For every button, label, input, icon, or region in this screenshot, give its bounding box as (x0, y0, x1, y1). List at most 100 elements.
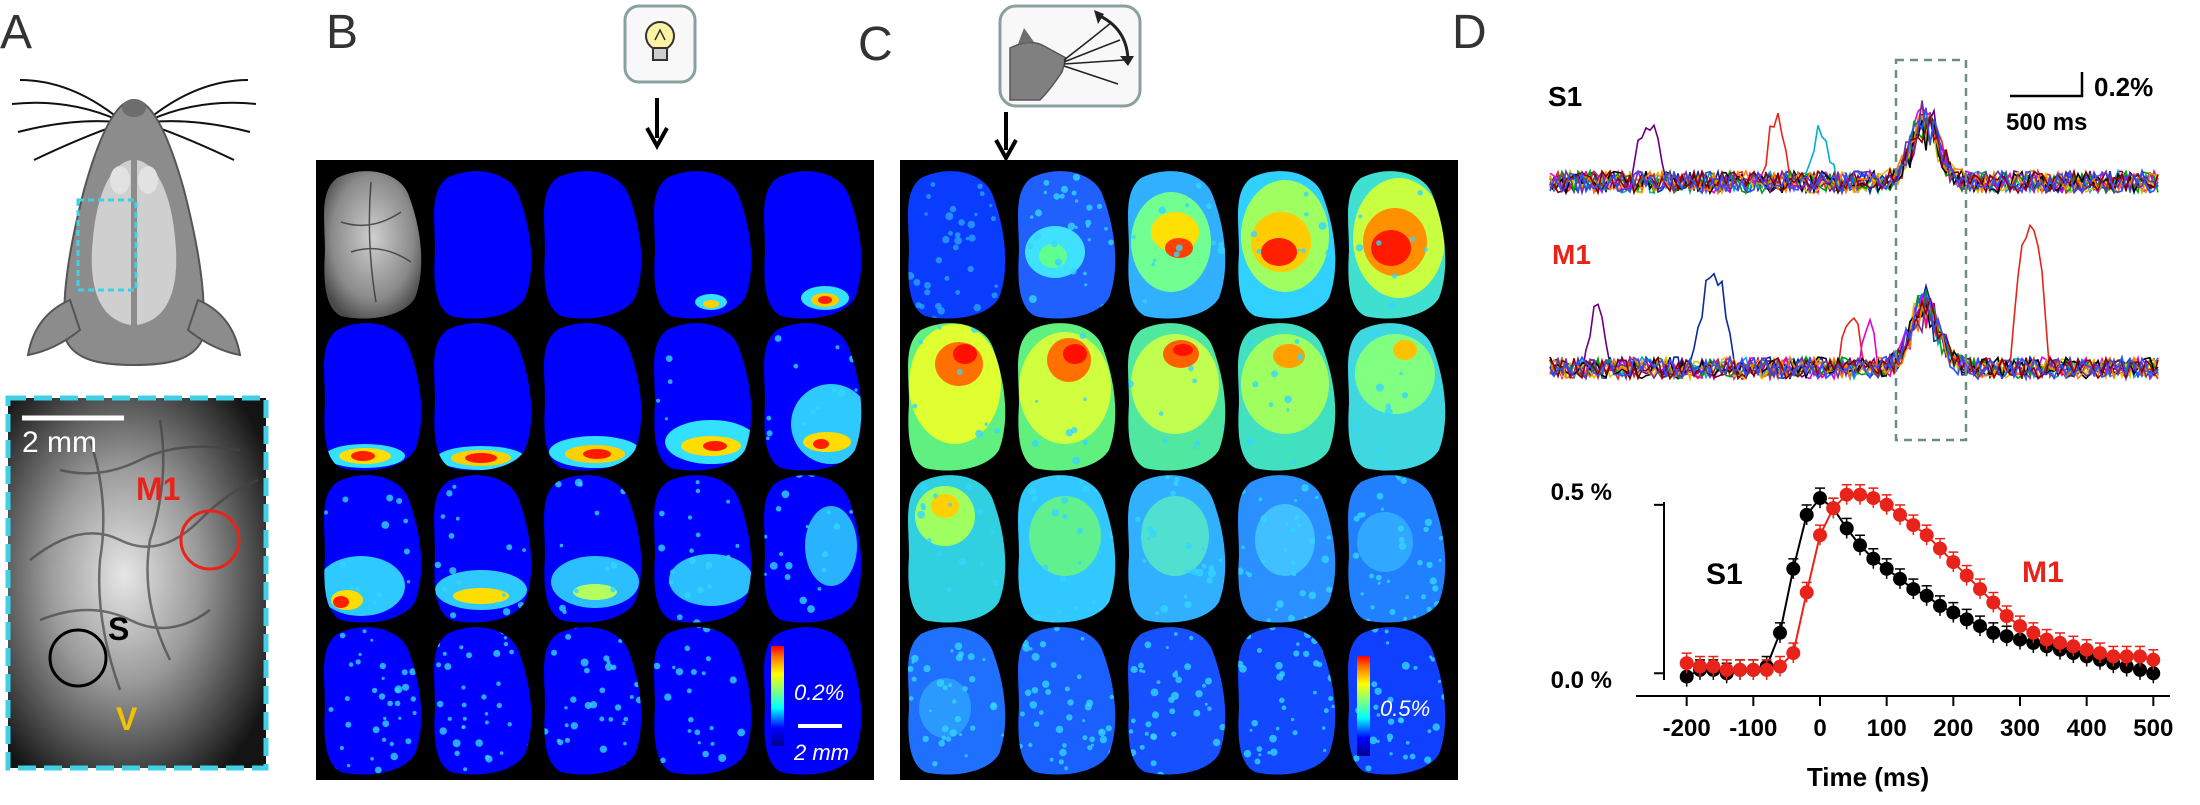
mouse-head-illustration (11, 79, 257, 367)
data-point-m1 (2093, 646, 2107, 661)
light-map-frame-19 (654, 627, 752, 775)
data-point-m1 (1759, 662, 1774, 677)
whisker-map-frame-20 (1348, 627, 1446, 775)
light-map-frame-6 (324, 323, 422, 471)
colorbar-b-label: 0.2% (794, 680, 844, 705)
light-response-frames (324, 171, 862, 775)
x-tick-label-100: 100 (1867, 715, 1907, 742)
data-point-s1 (1839, 521, 1854, 536)
data-point-m1 (1746, 662, 1761, 677)
s1-trace-12 (1549, 107, 2159, 195)
x-tick-label-0: 0 (1813, 715, 1826, 742)
trace-scale-bar (2010, 72, 2084, 98)
light-map-frame-15 (764, 475, 862, 623)
colorbar-c-label: 0.5% (1380, 696, 1430, 721)
data-point-s1 (1773, 625, 1787, 640)
whisker-map-frame-7 (1018, 323, 1116, 471)
data-point-s1 (1986, 625, 2001, 640)
whisker-map-frame-13 (1128, 475, 1226, 623)
light-map-frame-1 (324, 171, 422, 319)
whisker-map-frame-16 (908, 627, 1006, 775)
series-label-s1: S1 (1706, 558, 1743, 591)
roi-s-circle (48, 628, 108, 688)
stimulus-onset-arrowhead-c (994, 139, 1018, 163)
data-point-m1 (2053, 635, 2067, 650)
data-point-m1 (1879, 497, 1894, 512)
light-map-frame-12 (434, 475, 532, 623)
light-map-frame-9 (654, 323, 752, 471)
data-point-m1 (2146, 652, 2161, 667)
data-point-s1 (2026, 635, 2041, 650)
roi-m1-label: M1 (136, 471, 180, 507)
x-tick-label-400: 400 (2067, 715, 2107, 742)
data-point-m1 (1906, 518, 1921, 533)
whisker-deflection-icon (1009, 10, 1134, 101)
whisker-map-frame-10 (1348, 323, 1446, 471)
m1-trace-4 (1549, 294, 2159, 382)
s1-trial-traces (1549, 100, 2159, 196)
data-point-m1 (1959, 568, 1974, 583)
whisker-map-frame-14 (1238, 475, 1336, 623)
light-map-frame-13 (544, 475, 642, 623)
data-point-m1 (1946, 555, 1961, 570)
data-point-s1 (2133, 662, 2147, 677)
data-point-m1 (2133, 649, 2147, 664)
data-point-m1 (1706, 659, 1721, 674)
trace-label-s1: S1 (1548, 81, 1582, 112)
right-hemisphere (137, 160, 177, 325)
light-bulb-icon (645, 21, 675, 61)
m1-trace-3 (1549, 223, 2159, 382)
m1-trial-traces (1549, 223, 2159, 383)
m1-trace-12 (1549, 294, 2159, 381)
whisker-map-frame-5 (1348, 171, 1446, 319)
roi-m1-circle (179, 509, 241, 571)
inset-border (5, 395, 269, 771)
light-map-frame-4 (654, 171, 752, 319)
panel-c-label: C (858, 18, 893, 71)
x-tick-label--200: -200 (1663, 715, 1711, 742)
data-point-m1 (1719, 662, 1734, 677)
colorbar-b (771, 646, 784, 746)
data-point-m1 (1933, 541, 1947, 556)
data-point-m1 (2066, 639, 2081, 654)
data-point-s1 (1999, 629, 2014, 644)
whisker-map-frame-11 (908, 475, 1006, 623)
x-axis-label: Time (ms) (1807, 762, 1929, 792)
data-point-s1 (1786, 561, 1801, 576)
data-point-s1 (1679, 669, 1694, 684)
trace-scale-amplitude: 0.2% (2094, 72, 2153, 102)
stimulus-onset-arrowhead-b (645, 127, 669, 151)
whisker-map-frame-3 (1128, 171, 1226, 319)
data-point-s1 (1853, 538, 1867, 553)
left-ear (26, 298, 82, 357)
panel-a-label: A (0, 6, 32, 59)
data-point-s1 (1973, 619, 1987, 634)
data-point-m1 (1693, 659, 1707, 674)
whisker-map-frame-8 (1128, 323, 1226, 471)
data-point-m1 (1773, 659, 1787, 674)
average-response-chart: 0.5 % 0.0 % Time (ms) S1 M1 -200 -100 0 100… (1551, 479, 2174, 792)
data-point-m1 (1679, 656, 1694, 671)
data-point-m1 (1813, 528, 1827, 543)
blood-vessels (29, 419, 259, 691)
whisker-map-frame-4 (1238, 171, 1336, 319)
light-map-frame-10 (764, 323, 862, 471)
whisker-map-frame-19 (1238, 627, 1336, 775)
whisker-map-frame-12 (1018, 475, 1116, 623)
cortex-image-inset: 2 mm M1 S V (5, 395, 269, 771)
s1-trace-8 (1549, 112, 2159, 196)
whisker-map-frame-6 (908, 323, 1006, 471)
light-map-frame-3 (544, 171, 642, 319)
right-ear (186, 298, 242, 357)
roi-s-label: S (108, 611, 129, 647)
data-point-m1 (1826, 501, 1841, 516)
data-point-s1 (1933, 598, 1947, 613)
data-point-m1 (1973, 582, 1987, 597)
data-point-s1 (1906, 582, 1921, 597)
x-tick-label-300: 300 (2000, 715, 2040, 742)
imaging-window-marker (76, 198, 138, 292)
data-point-s1 (1866, 551, 1881, 566)
cortex-image (8, 398, 266, 768)
data-point-s1 (1813, 491, 1827, 506)
